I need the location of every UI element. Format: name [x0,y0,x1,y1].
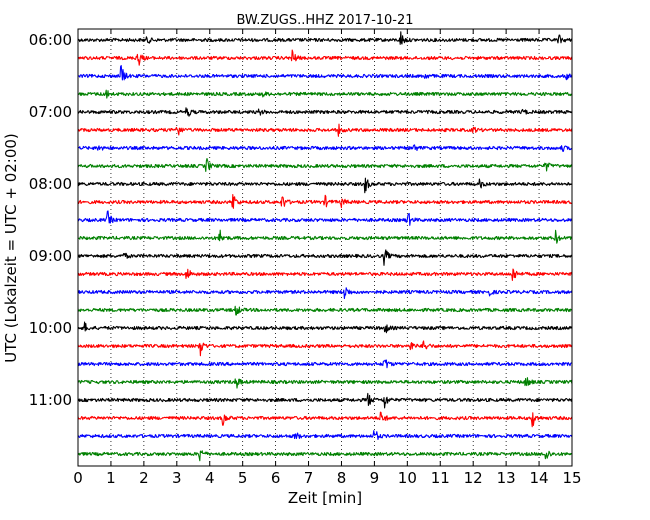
trace-1015 [77,340,573,357]
trace-0845 [77,229,572,244]
trace-0915 [77,268,573,281]
trace-1130 [77,430,573,441]
trace-1000 [77,321,573,334]
trace-1045 [77,377,573,389]
trace-0600 [77,31,573,45]
trace-0745 [77,157,573,172]
trace-0645 [77,89,573,99]
trace-0830 [77,210,573,226]
x-tick-label: 8 [337,469,347,487]
x-tick-label: 7 [304,469,314,487]
seismogram-traces [77,31,573,462]
x-tick-label: 1 [106,469,116,487]
trace-1100 [77,392,573,409]
x-tick-label: 15 [562,469,581,487]
trace-0730 [77,144,572,152]
chart-title: BW.ZUGS..HHZ 2017-10-21 [236,13,413,28]
trace-1145 [77,450,572,462]
x-tick-label: 6 [271,469,281,487]
trace-0715 [77,123,573,137]
trace-0945 [77,305,573,316]
plot-frame [77,28,573,467]
y-tick-label: 09:00 [29,247,72,265]
y-tick-label: 07:00 [29,103,72,121]
x-axis-ticks: 0 1 2 3 4 5 6 7 8 9 10 11 12 13 14 15 [73,29,582,487]
x-tick-label: 13 [497,469,516,487]
y-tick-label: 06:00 [29,31,72,49]
trace-0930 [77,287,573,300]
trace-0815 [77,194,572,209]
x-tick-label: 2 [139,469,149,487]
x-tick-label: 5 [238,469,248,487]
y-tick-label: 08:00 [29,175,72,193]
x-tick-label: 4 [205,469,215,487]
trace-0615 [77,49,573,66]
y-tick-label: 10:00 [29,319,72,337]
x-tick-label: 10 [398,469,417,487]
x-tick-label: 3 [172,469,182,487]
x-tick-label: 0 [73,469,83,487]
y-axis-label: UTC (Lokalzeit = UTC + 02:00) [2,133,20,363]
trace-0700 [77,107,573,117]
x-tick-label: 11 [431,469,450,487]
y-tick-label: 11:00 [29,391,72,409]
trace-1115 [77,411,573,428]
trace-0630 [77,65,573,81]
x-axis-label: Zeit [min] [288,489,362,507]
trace-1030 [77,359,572,369]
trace-0900 [77,249,573,266]
grid-lines [110,29,540,466]
x-tick-label: 9 [370,469,380,487]
x-tick-label: 14 [530,469,549,487]
y-axis-ticks: 06:00 07:00 08:00 09:00 10:00 11:00 [29,31,572,409]
trace-0800 [77,177,572,194]
x-tick-label: 12 [464,469,483,487]
